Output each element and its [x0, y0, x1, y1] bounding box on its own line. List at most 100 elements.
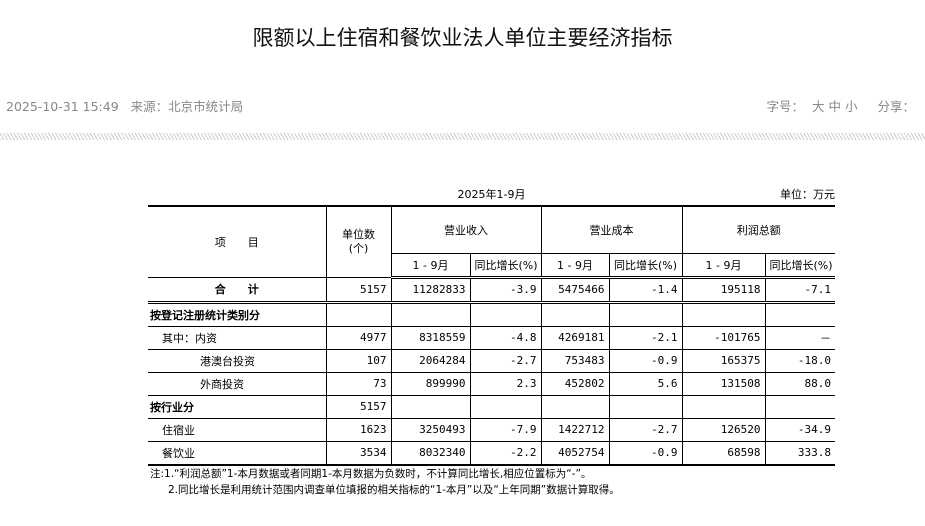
subheader-period: 1 - 9月: [681, 252, 766, 279]
table-row: 其中：内资 4977 8318559 -4.8 4269181 -2.1 -101765 －: [148, 325, 835, 350]
table-cell: [390, 301, 471, 327]
row-label: 合 计: [148, 276, 327, 304]
table-cell: 8032340: [390, 440, 471, 465]
row-label: 其中：内资: [148, 325, 327, 350]
row-label: 按行业分: [148, 394, 327, 419]
table-row: 按行业分 5157: [148, 394, 835, 419]
row-label: 住宿业: [148, 417, 327, 442]
table-row: 外商投资 73 899990 2.3 452802 5.6 131508 88.0: [148, 371, 835, 396]
table-cell: 4977: [325, 325, 392, 350]
subheader-yoy: 同比增长(%): [764, 252, 835, 279]
font-size-large[interactable]: 大: [811, 99, 825, 114]
data-table: 项 目 单位数 (个) 营业收入 营业成本 利润总额 1 - 9月 同比增长(%…: [148, 205, 835, 466]
table-cell: 333.8: [764, 440, 835, 465]
table-cell: 4269181: [540, 325, 610, 350]
table-cell: [608, 394, 683, 419]
table-notes: 注:1.“利润总额”1-本月数据或者同期1-本月数据为负数时，不计算同比增长,相…: [150, 466, 620, 498]
subheader-yoy: 同比增长(%): [608, 252, 683, 279]
table-cell: [764, 394, 835, 419]
table-row: 餐饮业 3534 8032340 -2.2 4052754 -0.9 68598 333.8: [148, 440, 835, 465]
table-cell: 1623: [325, 417, 392, 442]
page-title: 限额以上住宿和餐饮业法人单位主要经济指标: [252, 26, 673, 50]
table-cell: -1.4: [608, 276, 683, 304]
table-cell: -0.9: [608, 440, 683, 465]
table-cell: 8318559: [390, 325, 471, 350]
table-cell: -7.1: [764, 276, 835, 304]
source: 来源：北京市统计局: [130, 99, 244, 114]
table-cell: 5157: [325, 394, 392, 419]
header-cost: 营业成本: [540, 205, 683, 254]
table-cell: [540, 301, 610, 327]
table-row: 港澳台投资 107 2064284 -2.7 753483 -0.9 165375 -18.0: [148, 348, 835, 373]
table-cell: [390, 394, 471, 419]
table-cell: 107: [325, 348, 392, 373]
table-cell: [681, 394, 766, 419]
header-revenue: 营业收入: [390, 205, 542, 254]
table-cell: -2.1: [608, 325, 683, 350]
table-cell: -3.9: [469, 276, 542, 304]
table-cell: 3250493: [390, 417, 471, 442]
subheader-yoy: 同比增长(%): [469, 252, 542, 279]
row-label: 按登记注册统计类别分: [148, 301, 327, 327]
share-label: 分享：: [877, 99, 915, 114]
table-row: 住宿业 1623 3250493 -7.9 1422712 -2.7 126520 -34.9: [148, 417, 835, 442]
row-label: 港澳台投资: [148, 348, 327, 373]
table-cell: -4.8: [469, 325, 542, 350]
font-size-small[interactable]: 小: [844, 99, 858, 114]
table-cell: -101765: [681, 325, 766, 350]
article-meta: 2025-10-31 15:49 来源：北京市统计局: [6, 96, 243, 115]
table-cell: -0.9: [608, 348, 683, 373]
row-label: 餐饮业: [148, 440, 327, 465]
table-cell: 126520: [681, 417, 766, 442]
table-cell: 88.0: [764, 371, 835, 396]
font-size-medium[interactable]: 中: [828, 99, 841, 114]
table-cell: 753483: [540, 348, 610, 373]
table-cell: -2.7: [608, 417, 683, 442]
table-cell: 899990: [390, 371, 471, 396]
font-size-label: 字号：: [766, 99, 804, 114]
table-cell: [540, 394, 610, 419]
table-cell: 5.6: [608, 371, 683, 396]
table-cell: [764, 301, 835, 327]
table-cell: -2.2: [469, 440, 542, 465]
table-cell: [469, 301, 542, 327]
table-cell: 68598: [681, 440, 766, 465]
table-cell: [681, 301, 766, 327]
table-cell: 5475466: [540, 276, 610, 304]
table-cell: -7.9: [469, 417, 542, 442]
table-cell: 452802: [540, 371, 610, 396]
table-cell: [608, 301, 683, 327]
subheader-period: 1 - 9月: [540, 252, 610, 279]
table-period: 2025年1-9月: [457, 188, 526, 201]
note-2: 2.同比增长是利用统计范围内调查单位填报的相关指标的“1-本月”以及“上年同期”…: [168, 484, 620, 496]
table-row: 合 计 5157 11282833 -3.9 5475466 -1.4 195118 -7.1: [148, 276, 835, 304]
table-cell: 1422712: [540, 417, 610, 442]
note-1: 注:1.“利润总额”1-本月数据或者同期1-本月数据为负数时，不计算同比增长,相…: [150, 468, 592, 480]
table-cell: [325, 301, 392, 327]
table-cell: 2064284: [390, 348, 471, 373]
table-unit: 单位：万元: [780, 188, 835, 201]
table-row: 按登记注册统计类别分: [148, 301, 835, 327]
table-cell: 195118: [681, 276, 766, 304]
table-cell: -18.0: [764, 348, 835, 373]
table-cell: 5157: [325, 276, 392, 304]
publish-datetime: 2025-10-31 15:49: [6, 99, 119, 114]
table-cell: -2.7: [469, 348, 542, 373]
header-profit: 利润总额: [681, 205, 835, 254]
table-cell: 2.3: [469, 371, 542, 396]
subheader-period: 1 - 9月: [391, 252, 471, 279]
table-cell: 131508: [681, 371, 766, 396]
table-cell: 165375: [681, 348, 766, 373]
divider: [0, 133, 925, 140]
article-tools: 字号： 大中小 分享：: [762, 96, 915, 115]
table-cell: 11282833: [390, 276, 471, 304]
table-cell: 73: [325, 371, 392, 396]
header-count: 单位数 (个): [325, 205, 392, 278]
row-label: 外商投资: [148, 371, 327, 396]
table-cell: -34.9: [764, 417, 835, 442]
header-item: 项 目: [148, 205, 327, 278]
table-cell: 3534: [325, 440, 392, 465]
table-cell: －: [764, 325, 835, 350]
table-cell: [469, 394, 542, 419]
table-cell: 4052754: [540, 440, 610, 465]
